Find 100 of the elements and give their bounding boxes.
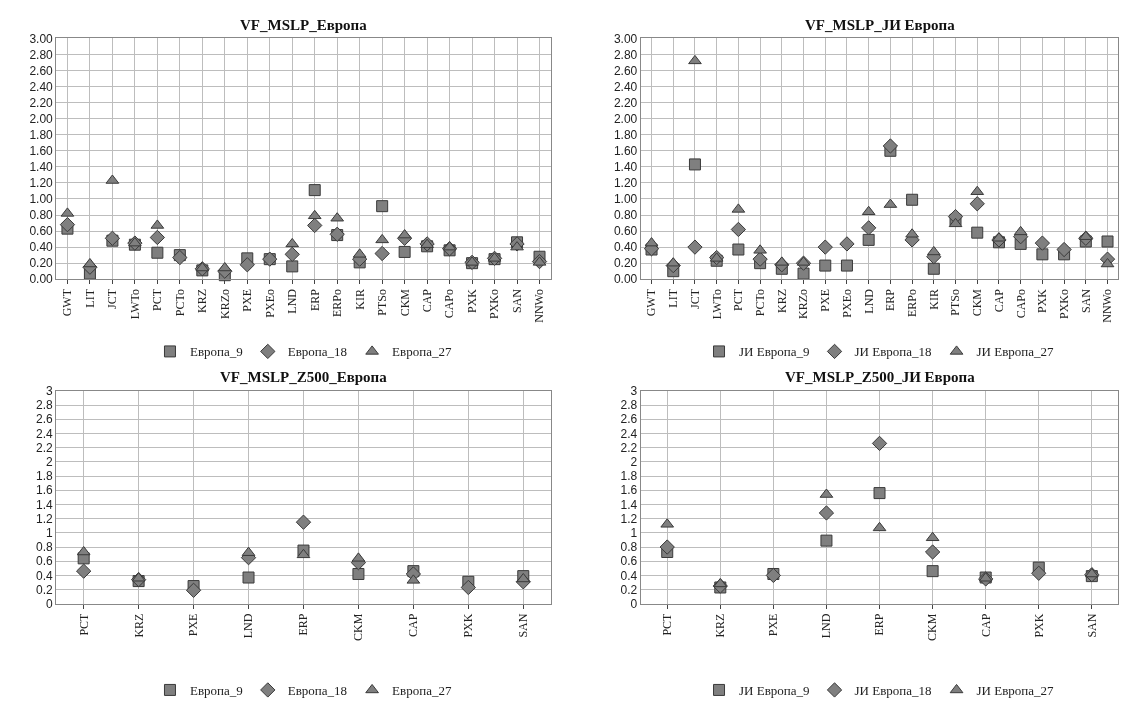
y-tick-label: 0.8: [36, 540, 54, 555]
legend-label: Европа_9: [189, 683, 243, 699]
y-tick-label: 2.4: [620, 426, 638, 441]
y-tick-label: 2.00: [613, 111, 638, 126]
y-tick-label: 1.20: [29, 176, 54, 191]
y-tick-label: 0.60: [613, 224, 638, 239]
y-tick-label: 2.2: [620, 440, 638, 455]
x-tick-label: PXE: [240, 289, 255, 312]
x-tick-label: SAN: [509, 288, 524, 314]
y-tick-label: 2.40: [613, 79, 638, 94]
y-tick-label: 2.60: [29, 63, 54, 78]
x-tick-label: CKM: [351, 613, 366, 641]
legend-label: ЈИ Европа_18: [854, 344, 932, 360]
y-tick-label: 3.00: [613, 31, 638, 46]
y-tick-label: 0.20: [613, 256, 638, 271]
x-tick-label: PCT: [150, 288, 165, 312]
y-tick-label: 0.20: [29, 256, 54, 271]
x-tick-label: LWTo: [709, 289, 724, 320]
x-tick-label: LWTo: [127, 289, 142, 320]
y-tick-label: 2.20: [613, 95, 638, 110]
y-tick-label: 1.20: [613, 176, 638, 191]
y-tick-label: 1.6: [36, 483, 54, 498]
x-tick-label: NNWo: [1100, 289, 1115, 323]
y-tick-label: 0.4: [36, 568, 54, 583]
x-tick-label: KRZ: [131, 613, 146, 638]
y-tick-label: 2.8: [620, 398, 638, 413]
x-tick-label: CKM: [925, 613, 940, 641]
y-tick-label: 1.8: [36, 469, 54, 484]
x-tick-label: LND: [285, 288, 300, 314]
y-tick-label: 3.00: [29, 31, 54, 46]
y-tick-label: 0.40: [613, 240, 638, 255]
x-tick-label: PCT: [76, 612, 91, 636]
x-tick-label: PCT: [660, 612, 675, 636]
y-tick-label: 2: [630, 455, 638, 470]
y-tick-label: 0.00: [613, 272, 638, 287]
legend-label: ЈИ Европа_18: [854, 683, 932, 699]
x-tick-label: KRZo: [796, 289, 811, 320]
x-tick-label: CAP: [420, 288, 435, 313]
y-tick-label: 2.6: [36, 412, 54, 427]
legend-label: ЈИ Европа_27: [976, 344, 1055, 360]
y-tick-label: 2.80: [29, 47, 54, 62]
y-tick-label: 2.6: [620, 412, 638, 427]
x-tick-label: CKM: [397, 288, 412, 317]
y-tick-label: 0.6: [36, 554, 54, 569]
y-tick-label: 1.80: [613, 127, 638, 142]
y-tick-label: 1: [630, 526, 638, 541]
x-tick-label: SAN: [1078, 288, 1093, 314]
y-tick-label: 0.2: [36, 582, 54, 597]
legend-label: ЈИ Европа_9: [739, 683, 810, 699]
y-tick-label: 1.60: [29, 143, 54, 158]
y-tick-label: 2.8: [36, 398, 54, 413]
x-tick-label: PXEo: [839, 289, 854, 318]
x-tick-label: ERP: [296, 613, 311, 636]
x-tick-label: PXKo: [1057, 289, 1071, 320]
y-tick-label: 1.40: [29, 160, 54, 175]
y-tick-label: 0.60: [29, 224, 54, 239]
legend-label: ЈИ Европа_27: [976, 683, 1055, 699]
y-tick-label: 1.2: [36, 511, 54, 526]
x-tick-label: ERPo: [905, 289, 919, 318]
legend-label: Европа_9: [189, 344, 243, 360]
x-tick-label: LIT: [82, 288, 97, 308]
x-tick-label: PXK: [461, 613, 476, 638]
x-tick-label: ERP: [883, 288, 898, 312]
x-tick-label: PTSo: [948, 289, 963, 316]
x-tick-label: KIR: [352, 289, 367, 310]
x-tick-label: LND: [861, 288, 876, 314]
x-tick-label: CAP: [991, 288, 1006, 313]
y-tick-label: 2.20: [29, 95, 54, 110]
chart-title: VF_MSLP_Z500_Европа: [220, 369, 388, 385]
chart-title: VF_MSLP_Z500_ЈИ Европа: [785, 369, 976, 385]
legend-label: Европа_27: [392, 683, 452, 699]
legend-label: Европа_18: [287, 344, 348, 360]
y-tick-label: 2.60: [613, 63, 638, 78]
x-tick-label: NNWo: [532, 289, 547, 323]
x-tick-label: ERPo: [330, 289, 345, 318]
x-tick-label: GWT: [644, 288, 659, 317]
y-tick-label: 0.40: [29, 240, 54, 255]
y-tick-label: 1.4: [620, 497, 638, 512]
x-tick-label: LND: [241, 613, 256, 639]
y-tick-label: 1.6: [620, 483, 638, 498]
y-tick-label: 0: [630, 596, 638, 611]
x-tick-label: PXK: [464, 288, 479, 314]
y-tick-label: 2.40: [29, 79, 54, 94]
chart-title: VF_MSLP_Европа: [240, 17, 368, 33]
x-tick-label: ERP: [307, 288, 322, 312]
y-tick-label: 0.4: [620, 568, 638, 583]
y-tick-label: 1.8: [620, 469, 638, 484]
y-tick-label: 1.40: [613, 160, 638, 175]
y-tick-label: 2.2: [36, 440, 54, 455]
y-tick-label: 3: [630, 384, 638, 399]
x-tick-label: PTSo: [375, 289, 390, 316]
y-tick-label: 0: [46, 596, 54, 611]
x-tick-label: CAP: [406, 613, 421, 637]
legend-label: Европа_27: [392, 344, 452, 360]
x-tick-label: PCT: [731, 288, 746, 312]
y-tick-label: 1.60: [613, 143, 638, 158]
y-tick-label: 0.8: [620, 540, 638, 555]
x-tick-label: PXE: [818, 289, 833, 312]
y-tick-label: 1.2: [620, 511, 638, 526]
chart-title: VF_MSLP_ЈИ Европа: [805, 17, 956, 33]
